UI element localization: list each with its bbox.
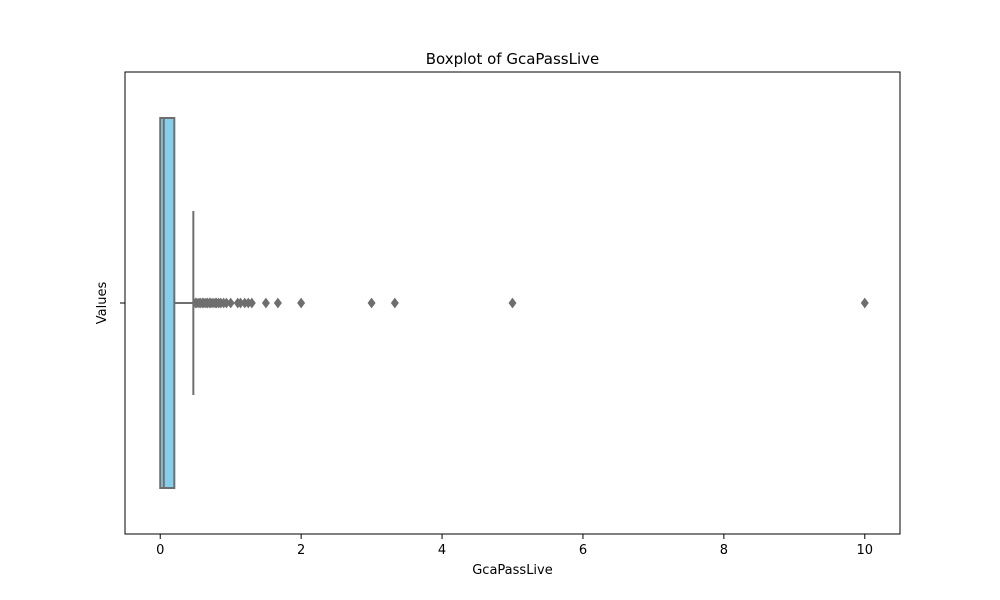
chart-marks: [159, 117, 869, 489]
x-axis-label: GcaPassLive: [472, 563, 553, 578]
outlier-point: [297, 297, 306, 309]
outlier-point: [860, 297, 869, 309]
x-tick-label: 4: [438, 543, 446, 558]
outlier-point: [247, 297, 256, 309]
x-tick-label: 10: [856, 543, 873, 558]
outlier-point: [226, 297, 235, 309]
x-tick-label: 2: [297, 543, 305, 558]
chart-title: Boxplot of GcaPassLive: [426, 50, 600, 68]
outlier-point: [261, 297, 270, 309]
outlier-point: [390, 297, 399, 309]
outlier-point: [273, 297, 282, 309]
x-axis: 0 2 4 6 8 10: [156, 534, 873, 558]
x-tick-label: 6: [579, 543, 587, 558]
x-tick-label: 8: [720, 543, 728, 558]
box: [159, 117, 176, 489]
outlier-point: [367, 297, 376, 309]
y-axis-label: Values: [95, 282, 110, 325]
x-tick-label: 0: [156, 543, 164, 558]
outlier-point: [508, 297, 517, 309]
